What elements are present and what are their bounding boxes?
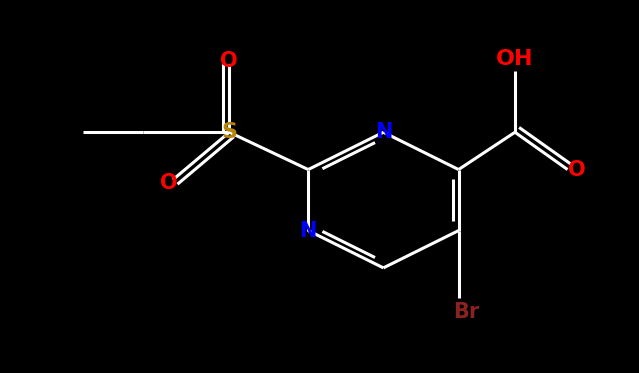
Text: O: O bbox=[568, 160, 585, 179]
Text: Br: Br bbox=[453, 302, 479, 322]
Text: O: O bbox=[220, 51, 238, 71]
Text: O: O bbox=[160, 173, 178, 193]
Text: OH: OH bbox=[497, 49, 534, 69]
Text: N: N bbox=[300, 220, 317, 241]
Text: S: S bbox=[221, 122, 237, 142]
Text: N: N bbox=[374, 122, 392, 142]
